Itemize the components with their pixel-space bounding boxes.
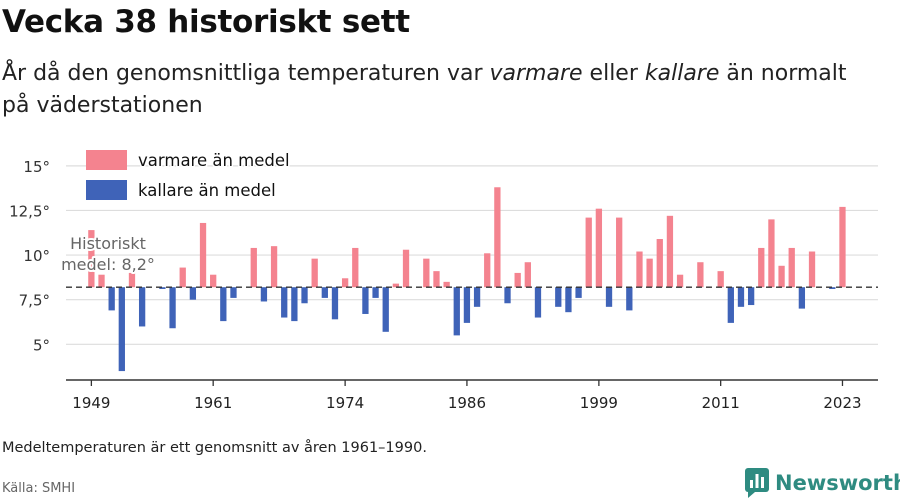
warm-bar <box>311 258 318 288</box>
y-tick-label: 12,5° <box>9 202 50 220</box>
cold-bar <box>301 287 308 304</box>
legend-swatch-cold <box>86 180 127 200</box>
cold-bar <box>281 287 288 318</box>
cold-bar <box>504 287 511 304</box>
warm-bar <box>524 262 531 288</box>
x-tick-label: 1961 <box>194 394 232 412</box>
cold-bar <box>189 287 197 300</box>
warm-bar <box>352 247 359 288</box>
x-tick-label: 1949 <box>72 394 110 412</box>
y-tick-label: 7,5° <box>19 292 50 310</box>
warm-bar <box>494 187 501 288</box>
warm-bar <box>88 230 95 288</box>
warm-bar <box>210 274 217 288</box>
warm-bar <box>128 272 136 288</box>
warm-bar <box>595 208 603 288</box>
cold-bar <box>372 287 379 298</box>
cold-bar <box>473 287 481 307</box>
chart-subtitle: År då den genomsnittliga temperaturen va… <box>2 58 862 122</box>
cold-bar <box>260 287 268 302</box>
logo-text: Newsworthy <box>775 471 900 495</box>
warm-bar <box>768 219 775 288</box>
warm-bar <box>758 247 765 288</box>
baseline-label: Historiskt <box>70 234 146 253</box>
y-tick-label: 10° <box>23 247 50 265</box>
baseline-label: medel: 8,2° <box>61 255 155 274</box>
warm-bar <box>423 258 430 288</box>
cold-bar <box>291 287 298 322</box>
warm-bar <box>676 274 684 288</box>
warm-bar <box>666 215 674 288</box>
subtitle-cold-word: kallare <box>644 61 720 86</box>
cold-bar <box>169 287 176 329</box>
legend-swatch-warm <box>86 150 127 170</box>
source-credit: Källa: SMHI <box>2 481 76 496</box>
subtitle-part1: År då den genomsnittliga temperaturen va… <box>2 61 490 86</box>
cold-bar <box>463 287 471 323</box>
x-tick-label: 2023 <box>823 394 861 412</box>
warm-bar <box>788 247 795 288</box>
warm-bar <box>199 222 207 288</box>
warm-bar <box>402 249 410 288</box>
subtitle-part2: eller <box>582 61 645 86</box>
cold-bar <box>230 287 237 298</box>
warm-bar <box>778 265 785 288</box>
bar-chart: 5° 7,5° 10° 12,5° 15° Historiskt medel: 8,2° 19… <box>9 150 878 412</box>
warm-bar <box>514 272 521 288</box>
cold-bar <box>555 287 562 307</box>
x-tick-label: 1999 <box>580 394 618 412</box>
warm-bar <box>717 271 724 288</box>
cold-bar <box>108 287 115 311</box>
cold-bar <box>565 287 572 313</box>
cold-bar <box>829 287 836 289</box>
warm-bar <box>98 274 105 288</box>
warm-bar <box>179 267 186 288</box>
cold-bar <box>747 287 755 306</box>
footnote: Medeltemperaturen är ett genomsnitt av å… <box>2 440 427 456</box>
warm-bar <box>636 251 643 288</box>
cold-bar <box>382 287 389 332</box>
cold-bar <box>605 287 613 307</box>
warm-bar <box>250 247 257 288</box>
warm-bar <box>656 239 663 288</box>
warm-bar <box>808 251 816 288</box>
cold-bar <box>362 287 369 314</box>
warm-bar <box>585 217 592 288</box>
warm-bar <box>484 253 491 288</box>
cold-bar <box>737 287 745 307</box>
cold-bar <box>321 287 328 298</box>
subtitle-warm-word: varmare <box>489 61 583 86</box>
warm-bar <box>341 278 349 288</box>
cold-bar <box>575 287 582 298</box>
warm-bar <box>392 283 400 288</box>
x-tick-label: 1986 <box>448 394 486 412</box>
subtitle-part3: än normalt på väderstationen <box>2 61 847 118</box>
cold-bar <box>159 287 166 289</box>
cold-bar <box>626 287 633 311</box>
cold-bar <box>220 287 227 322</box>
cold-bar <box>727 287 734 323</box>
warm-bar <box>616 217 623 288</box>
warm-bar <box>443 281 450 288</box>
cold-bar <box>331 287 339 320</box>
cold-bar <box>534 287 542 318</box>
cold-bar <box>453 287 460 336</box>
warm-bar <box>270 246 278 288</box>
warm-bar <box>839 206 846 288</box>
legend-label-cold: kallare än medel <box>138 181 276 200</box>
warm-bar <box>646 258 653 288</box>
warm-bar <box>697 262 704 288</box>
y-tick-label: 15° <box>23 158 50 176</box>
cold-bar <box>798 287 806 309</box>
y-tick-label: 5° <box>33 336 50 354</box>
x-tick-label: 2011 <box>702 394 740 412</box>
x-tick-label: 1974 <box>326 394 364 412</box>
chart-title: Vecka 38 historiskt sett <box>2 4 410 40</box>
newsworthy-logo[interactable]: Newsworthy <box>745 468 900 498</box>
warm-bar <box>433 271 440 288</box>
bar-chart-logo-icon <box>745 468 769 498</box>
cold-bar <box>138 287 146 327</box>
cold-bar <box>118 287 125 372</box>
legend-label-warm: varmare än medel <box>138 151 290 170</box>
